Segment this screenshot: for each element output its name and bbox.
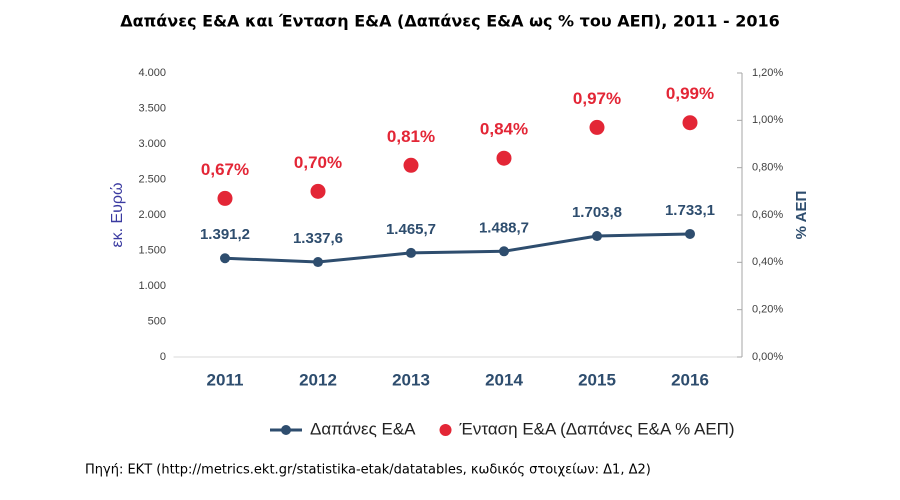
scatter-point (589, 119, 605, 135)
y-tick-label: 3.000 (138, 138, 166, 150)
x-tick-label: 2015 (578, 370, 616, 389)
line-marker (220, 253, 230, 264)
line-marker (499, 246, 509, 257)
y-tick-label: 3.500 (138, 102, 166, 114)
y-tick-label: 2.500 (138, 173, 166, 185)
y2-tick-label: 0,60% (752, 209, 783, 221)
data-label: 0,84% (480, 120, 528, 139)
data-label: 1.703,8 (572, 204, 622, 221)
line-marker (313, 257, 323, 268)
legend-swatch (439, 424, 452, 436)
data-label: 1.337,6 (293, 230, 343, 247)
x-tick-label: 2012 (299, 370, 337, 389)
line-marker (592, 231, 602, 242)
y-tick-label: 4.000 (138, 67, 166, 79)
chart-title: Δαπάνες Ε&Α και Ένταση Ε&Α (Δαπάνες Ε&Α … (120, 12, 779, 31)
source-note: Πηγή: ΕΚΤ (http://metrics.ekt.gr/statist… (85, 463, 651, 478)
x-tick-label: 2016 (671, 370, 709, 389)
y2-tick-label: 1,00% (752, 114, 783, 126)
line-series (224, 232, 691, 264)
scatter-point (217, 190, 233, 206)
scatter-point (682, 115, 698, 131)
y2-tick-label: 0,00% (752, 351, 783, 363)
scatter-point (310, 183, 326, 199)
line-marker (406, 247, 416, 258)
y-tick-label: 1.500 (138, 244, 166, 256)
y2-axis-label: % ΑΕΠ (793, 191, 810, 240)
x-tick-label: 2014 (485, 370, 523, 389)
x-tick-label: 2013 (392, 370, 430, 389)
legend-swatch (281, 425, 291, 435)
y-tick-label: 0 (160, 351, 166, 363)
y2-tick-label: 0,20% (752, 304, 783, 316)
legend-label: Δαπάνες Ε&Α (310, 419, 416, 438)
y-axis-label: εκ. Ευρώ (109, 182, 126, 247)
y-tick-label: 2.000 (138, 209, 166, 221)
line-marker (685, 228, 695, 239)
data-label: 0,67% (201, 160, 249, 179)
data-label: 1.733,1 (665, 202, 715, 219)
data-label: 0,81% (387, 127, 435, 146)
y2-tick-label: 1,20% (752, 67, 783, 79)
data-label: 1.488,7 (479, 219, 529, 236)
data-label: 0,70% (294, 153, 342, 172)
y-tick-label: 500 (148, 315, 166, 327)
x-tick-label: 2011 (207, 370, 244, 389)
y2-tick-label: 0,80% (752, 162, 783, 174)
data-label: 0,97% (573, 89, 621, 108)
y2-tick-label: 0,40% (752, 256, 783, 268)
scatter-point (403, 157, 419, 173)
data-label: 0,99% (666, 84, 714, 103)
data-label: 1.465,7 (386, 221, 436, 238)
data-label: 1.391,2 (200, 226, 250, 243)
y-tick-label: 1.000 (138, 280, 166, 292)
scatter-point (496, 150, 512, 166)
legend-label: Ένταση Ε&Α (Δαπάνες Ε&Α % ΑΕΠ) (459, 419, 735, 438)
